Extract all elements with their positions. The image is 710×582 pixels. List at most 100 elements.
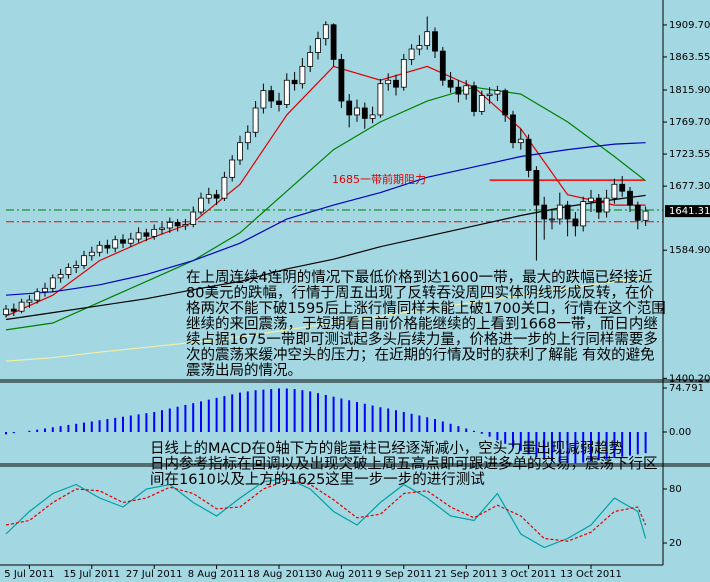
candle-body bbox=[283, 79, 290, 105]
macd-bar bbox=[285, 388, 288, 432]
candle-body bbox=[190, 211, 197, 225]
candle-body bbox=[424, 31, 431, 46]
macd-bar bbox=[12, 432, 15, 434]
macd-bar bbox=[332, 396, 335, 432]
macd-bar bbox=[28, 430, 31, 432]
candle-body bbox=[611, 183, 618, 199]
macd-bar bbox=[231, 394, 234, 432]
candle-body bbox=[354, 107, 360, 116]
candle-body bbox=[112, 239, 119, 249]
macd-bar bbox=[5, 432, 7, 435]
candle-body bbox=[416, 45, 423, 50]
candle-body bbox=[595, 197, 602, 213]
macd-bar bbox=[184, 404, 187, 432]
candle-body bbox=[135, 232, 142, 240]
candle-body bbox=[486, 93, 493, 96]
level-note: 1685一带前期阻力 bbox=[332, 172, 426, 186]
y-tick-label: 0.00 bbox=[669, 427, 691, 438]
macd-bar bbox=[426, 417, 429, 432]
macd-bar bbox=[192, 403, 195, 432]
macd-bar bbox=[363, 403, 366, 432]
macd-bar bbox=[387, 408, 390, 432]
candle-body bbox=[81, 255, 87, 266]
candle-body bbox=[151, 228, 158, 237]
candle-body bbox=[166, 222, 173, 229]
macd-bar bbox=[168, 408, 171, 432]
macd-bar bbox=[566, 432, 569, 464]
macd-bar bbox=[402, 412, 405, 432]
candle-body bbox=[455, 86, 462, 95]
macd-bar bbox=[535, 432, 538, 458]
annotation-line: 格两次不能下破1595后上涨行情同样未能上破1700关口，行情在这个范围 bbox=[186, 300, 666, 317]
macd-bar bbox=[457, 426, 460, 432]
macd-bar bbox=[239, 392, 241, 432]
macd-bar bbox=[317, 393, 319, 432]
annotation-line: 在上周连续4连阴的情况下最低价格到达1600一带，最大的跌幅已经接近 bbox=[186, 269, 653, 286]
candle-body bbox=[549, 218, 555, 221]
annotation-line: 续占据1675一带即可测试起多头后续力量，价格进一步的上行同样需要多 bbox=[186, 331, 658, 348]
candle-body bbox=[49, 277, 56, 289]
candle-body bbox=[73, 265, 80, 268]
macd-bar bbox=[215, 397, 218, 432]
ma-line bbox=[5, 65, 646, 317]
y-tick-label: 1400.20 bbox=[669, 373, 710, 384]
macd-bar bbox=[496, 432, 499, 441]
macd-bar bbox=[644, 432, 647, 454]
macd-bar bbox=[122, 416, 124, 432]
candle-body bbox=[182, 224, 189, 227]
macd-bar bbox=[410, 413, 413, 432]
candle-body bbox=[260, 90, 267, 109]
macd-bar bbox=[418, 415, 421, 432]
macd-bar bbox=[356, 402, 358, 432]
annotation: 在上周连续4连阴的情况下最低价格到达1600一带，最大的跌幅已经接近 80美元的跌… bbox=[186, 269, 666, 379]
candle-body bbox=[634, 204, 641, 221]
macd-bar bbox=[309, 391, 312, 432]
y-tick-label: 1863.55 bbox=[669, 52, 710, 63]
candle-body bbox=[307, 52, 314, 67]
y-tick-label: 20 bbox=[669, 538, 682, 549]
macd-bar bbox=[480, 432, 483, 434]
candle-body bbox=[533, 170, 540, 206]
macd-bar bbox=[395, 410, 397, 432]
last-price: 1641.31 bbox=[669, 206, 710, 217]
candle-body bbox=[143, 232, 150, 237]
macd-bar bbox=[262, 389, 265, 432]
candle-body bbox=[556, 204, 563, 220]
candle-body bbox=[432, 31, 438, 52]
macd-bar bbox=[44, 428, 46, 432]
candle-body bbox=[10, 308, 17, 312]
candle-body bbox=[408, 48, 415, 60]
y-tick-label: 1815.90 bbox=[669, 85, 710, 96]
candle-body bbox=[88, 251, 95, 257]
macd-bar bbox=[254, 390, 257, 432]
candle-body bbox=[159, 227, 165, 230]
candle-body bbox=[18, 301, 25, 312]
x-tick-label: 15 Jul 2011 bbox=[63, 569, 120, 580]
macd-bar bbox=[558, 432, 561, 463]
candle-body bbox=[572, 218, 579, 227]
macd-bar bbox=[51, 427, 54, 432]
macd-bar bbox=[153, 412, 156, 432]
x-tick-label: 21 Sep 2011 bbox=[435, 569, 498, 580]
candle-body bbox=[299, 65, 306, 85]
candle-body bbox=[385, 79, 392, 85]
macd-bar bbox=[488, 432, 491, 437]
candle-body bbox=[439, 50, 446, 81]
candle-body bbox=[393, 79, 399, 88]
candle-body bbox=[42, 287, 48, 293]
candle-body bbox=[26, 299, 33, 303]
candle-body bbox=[268, 90, 275, 102]
candle-body bbox=[619, 183, 626, 192]
candle-body bbox=[252, 107, 259, 133]
plot: 1909.70 1863.55 1815.90 1769.70 1723.55 1677.… bbox=[3, 16, 710, 580]
candle-body bbox=[213, 194, 220, 199]
macd-bar bbox=[278, 388, 280, 432]
price-box bbox=[665, 205, 710, 218]
macd-bar bbox=[629, 432, 631, 456]
candle-body bbox=[104, 244, 111, 249]
macd-bar bbox=[519, 432, 522, 451]
macd-bar bbox=[597, 432, 600, 461]
candle-body bbox=[502, 90, 509, 116]
x-tick-label: 3 Oct 2011 bbox=[501, 569, 556, 580]
